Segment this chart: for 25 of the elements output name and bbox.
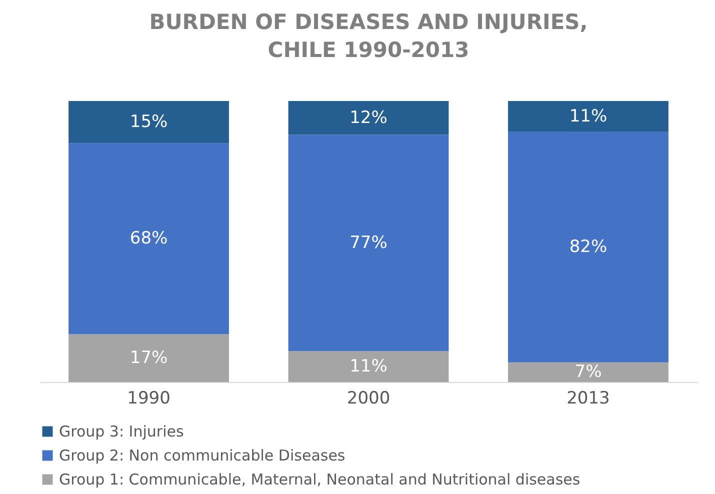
bar xyxy=(68,334,229,382)
bar xyxy=(288,134,449,352)
bar xyxy=(288,101,449,135)
bar xyxy=(508,362,668,382)
bar xyxy=(68,101,229,144)
legend-label: Group 1: Communicable, Maternal, Neonatal and Nutritional diseases xyxy=(59,470,580,488)
data-label: 82% xyxy=(569,237,608,258)
legend-label: Group 2: Non communicable Diseases xyxy=(59,446,346,464)
data-label: 17% xyxy=(130,348,168,368)
bar xyxy=(508,132,668,362)
x-tick-label: 2013 xyxy=(566,388,610,408)
bar xyxy=(508,101,668,132)
x-tick-label: 1990 xyxy=(127,388,170,408)
data-label: 15% xyxy=(130,112,168,132)
data-label: 11% xyxy=(350,356,388,377)
data-label: 7% xyxy=(574,362,602,382)
legend-label: Group 3: Injuries xyxy=(59,422,184,440)
x-tick-label: 2000 xyxy=(346,388,390,408)
bar xyxy=(68,143,229,334)
data-label: 12% xyxy=(350,108,388,128)
chart-title: BURDEN OF DISEASES AND INJURIES, CHILE 1990-2013 xyxy=(149,10,588,62)
data-label: 68% xyxy=(130,228,168,249)
bar xyxy=(288,351,449,382)
data-label: 77% xyxy=(350,232,388,253)
data-label: 11% xyxy=(569,106,608,126)
